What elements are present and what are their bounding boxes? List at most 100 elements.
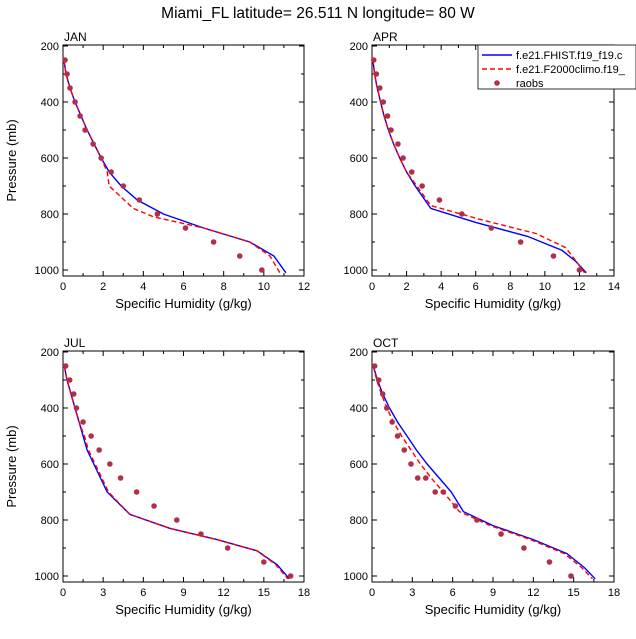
raobs-marker: [107, 461, 113, 467]
raobs-marker: [98, 155, 104, 161]
series-line-fhist: [63, 59, 287, 274]
raobs-marker: [474, 517, 480, 523]
x-tick-label: 15: [568, 587, 580, 599]
raobs-marker: [210, 239, 217, 245]
x-tick-label: 12: [527, 587, 539, 599]
series-line-f2000climo: [372, 365, 594, 580]
raobs-marker: [498, 531, 504, 537]
raobs-marker: [459, 211, 465, 217]
raobs-marker: [546, 559, 553, 565]
raobs-marker: [261, 559, 267, 565]
x-axis-title: Specific Humidity (g/kg): [115, 296, 252, 311]
series-line-f2000climo: [372, 59, 586, 274]
raobs-marker: [370, 57, 377, 63]
x-tick-label: 12: [218, 587, 230, 599]
chart-panel-jan: JAN 0 2 4 6 8 10 12 200 400 600 800 1000 Specific Hum…: [4, 30, 310, 311]
y-tick-label: 400: [350, 403, 368, 415]
raobs-marker: [73, 405, 80, 411]
series-line-fhist: [372, 365, 596, 580]
raobs-marker: [401, 447, 408, 453]
x-tick-label: 9: [490, 587, 496, 599]
raobs-marker: [198, 531, 204, 537]
raobs-marker: [82, 127, 88, 133]
y-tick-label: 800: [350, 209, 368, 221]
raobs-marker: [440, 489, 447, 495]
raobs-marker: [120, 183, 127, 189]
y-tick-label: 400: [41, 403, 59, 415]
raobs-marker: [182, 225, 189, 231]
legend-marker-raobs: [494, 80, 500, 86]
raobs-marker: [174, 517, 180, 523]
x-tick-label: 8: [221, 281, 227, 293]
raobs-marker: [568, 573, 574, 579]
y-axis-title: Pressure (mb): [4, 425, 19, 507]
x-tick-label: 12: [573, 281, 585, 293]
raobs-marker: [388, 127, 394, 133]
figure-title: Miami_FL latitude= 26.511 N longitude= 8…: [161, 5, 475, 22]
raobs-marker: [414, 475, 421, 481]
chart-panel-oct: OCT 0 3 6 9 12 15 18 200 400 600 800 1000 Specific Hu…: [344, 336, 621, 617]
raobs-marker: [62, 363, 69, 369]
raobs-marker: [379, 391, 386, 397]
raobs-marker: [236, 253, 243, 259]
x-tick-label: 14: [608, 281, 620, 293]
x-axis-title: Specific Humidity (g/kg): [425, 296, 562, 311]
panel-label: JAN: [64, 30, 87, 44]
x-tick-label: 9: [180, 587, 186, 599]
raobs-marker: [517, 239, 524, 245]
y-tick-label: 600: [350, 459, 368, 471]
y-tick-label: 200: [41, 41, 59, 53]
x-tick-label: 2: [404, 281, 410, 293]
x-axis-title: Specific Humidity (g/kg): [425, 602, 562, 617]
x-tick-label: 0: [369, 587, 375, 599]
chart-panel-apr: APR 0 2 4 6 8 10 12 14 200 400 600 800 1000 Specific H…: [344, 30, 636, 311]
raobs-marker: [452, 503, 459, 509]
plot-frame: [62, 350, 305, 583]
raobs-marker: [90, 141, 96, 147]
raobs-marker: [394, 433, 401, 439]
y-tick-label: 1000: [344, 265, 368, 277]
y-tick-label: 600: [41, 459, 59, 471]
y-tick-label: 600: [41, 153, 59, 165]
series-line-f2000climo: [63, 59, 281, 274]
raobs-marker: [380, 99, 387, 105]
panel-label: JUL: [64, 336, 86, 350]
raobs-marker: [376, 85, 383, 91]
x-tick-label: 0: [60, 281, 66, 293]
x-tick-label: 6: [473, 281, 479, 293]
raobs-marker: [108, 169, 114, 175]
legend-label: raobs: [516, 78, 544, 90]
y-tick-label: 800: [350, 515, 368, 527]
raobs-marker: [521, 545, 527, 551]
raobs-marker: [80, 419, 86, 425]
x-tick-label: 3: [100, 587, 106, 599]
raobs-marker: [384, 113, 391, 119]
x-tick-label: 6: [180, 281, 186, 293]
x-tick-label: 8: [507, 281, 513, 293]
raobs-marker: [259, 267, 265, 273]
x-tick-label: 18: [298, 587, 310, 599]
raobs-marker: [62, 57, 68, 63]
raobs-marker: [395, 141, 401, 147]
x-tick-label: 15: [258, 587, 270, 599]
raobs-marker: [419, 183, 425, 189]
y-tick-label: 1000: [35, 571, 59, 583]
raobs-marker: [64, 71, 70, 77]
y-tick-label: 200: [41, 347, 59, 359]
raobs-marker: [373, 71, 380, 77]
raobs-marker: [136, 197, 143, 203]
y-tick-label: 600: [350, 153, 368, 165]
raobs-marker: [408, 169, 415, 175]
raobs-marker: [383, 405, 390, 411]
raobs-marker: [72, 99, 78, 105]
y-tick-label: 1000: [35, 265, 59, 277]
y-axis-title: Pressure (mb): [4, 119, 19, 201]
raobs-marker: [375, 377, 382, 383]
raobs-marker: [67, 85, 73, 91]
x-tick-label: 2: [100, 281, 106, 293]
x-axis-title: Specific Humidity (g/kg): [115, 602, 252, 617]
x-tick-label: 0: [60, 587, 66, 599]
series-line-fhist: [63, 365, 290, 580]
plot-frame: [371, 350, 615, 583]
